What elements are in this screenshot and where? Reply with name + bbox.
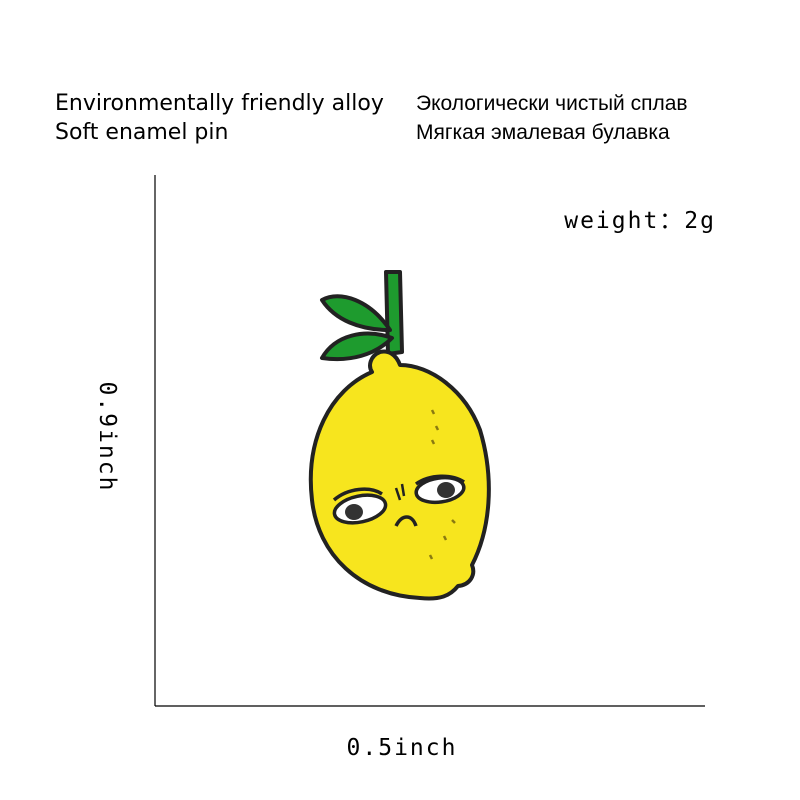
height-label: 0.9inch xyxy=(94,382,120,493)
header-english-line: Environmentally friendly alloy xyxy=(55,91,384,116)
width-label: 0.5inch xyxy=(347,735,458,761)
weight-label: weight：2g xyxy=(564,208,716,234)
lemon-pin xyxy=(308,270,491,601)
header-russian-line: Экологически чистый сплав xyxy=(416,92,688,115)
header-russian-line: Мягкая эмалевая булавка xyxy=(416,121,670,144)
header-english-line: Soft enamel pin xyxy=(55,120,228,145)
